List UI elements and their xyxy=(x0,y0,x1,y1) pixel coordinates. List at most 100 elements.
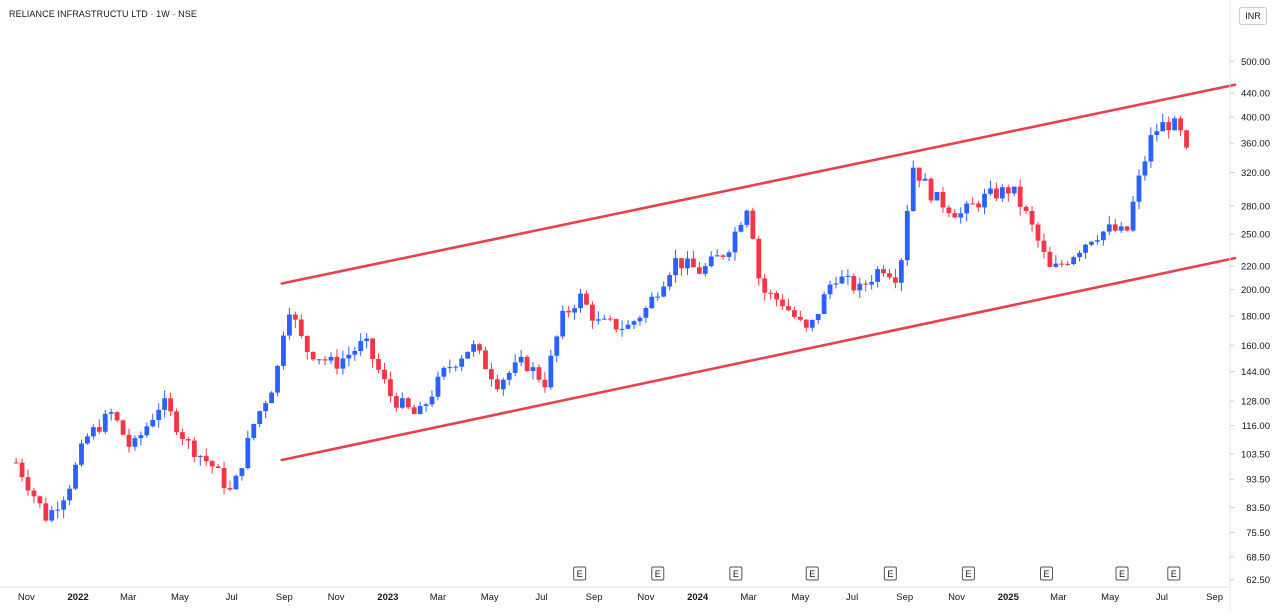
candle-body xyxy=(298,319,304,337)
earnings-marker[interactable]: E xyxy=(1115,566,1129,581)
channel-lower-line[interactable] xyxy=(280,256,1237,462)
candle-body xyxy=(61,500,67,510)
candle xyxy=(191,437,197,463)
earnings-marker[interactable]: E xyxy=(1167,566,1181,581)
candle xyxy=(952,208,958,218)
candle xyxy=(1005,184,1011,202)
candle xyxy=(833,276,839,289)
candle xyxy=(429,390,435,408)
candle xyxy=(358,333,364,356)
candle xyxy=(102,409,108,434)
candle xyxy=(245,430,251,470)
candle-body xyxy=(1053,263,1059,267)
candle-body xyxy=(863,283,869,285)
candle-body xyxy=(940,191,946,208)
earnings-badge[interactable] xyxy=(573,566,587,581)
earnings-badge[interactable] xyxy=(805,566,819,581)
earnings-label: E xyxy=(1043,569,1049,579)
earnings-badge[interactable] xyxy=(1039,566,1053,581)
candle-body xyxy=(346,354,352,359)
candle xyxy=(1166,116,1172,139)
candle-body xyxy=(708,256,714,267)
candle-body xyxy=(691,258,696,268)
candle-body xyxy=(1142,161,1148,176)
earnings-label: E xyxy=(1171,569,1177,579)
candle xyxy=(500,377,506,396)
x-tick-label: Mar xyxy=(740,592,756,603)
earnings-marker[interactable]: E xyxy=(805,566,819,581)
candle-body xyxy=(667,275,673,287)
candle-body xyxy=(833,283,839,285)
candle-body xyxy=(809,319,815,328)
earnings-marker[interactable]: E xyxy=(573,566,587,581)
candle-body xyxy=(150,419,156,427)
earnings-badge[interactable] xyxy=(1115,566,1129,581)
candle xyxy=(839,269,845,285)
earnings-marker[interactable]: E xyxy=(883,566,897,581)
candle-body xyxy=(566,310,572,313)
earnings-badge[interactable] xyxy=(729,566,743,581)
earnings-marker[interactable]: E xyxy=(961,566,975,581)
candle-body xyxy=(625,324,631,329)
price-axis[interactable]: 500.00 440.00 400.00 360.00 320.00 280.00 250.… xyxy=(1230,57,1270,586)
candle xyxy=(79,439,84,467)
candle xyxy=(554,335,560,362)
y-tick-label: 62.50 xyxy=(1246,575,1270,586)
currency-label[interactable]: INR xyxy=(1239,7,1267,25)
candle xyxy=(393,392,399,412)
candle-body xyxy=(19,462,25,478)
candle xyxy=(673,249,678,283)
candle-body xyxy=(174,411,179,433)
earnings-badge[interactable] xyxy=(1167,566,1181,581)
candle-body xyxy=(619,328,625,330)
candle-body xyxy=(964,203,970,214)
candle xyxy=(815,313,821,324)
candle xyxy=(370,337,375,368)
candle-body xyxy=(114,412,120,421)
candle xyxy=(471,340,476,357)
candle xyxy=(649,292,655,309)
time-axis[interactable]: Nov 2022 Mar May Jul Sep Nov 2023 Mar May Jul Sep No… xyxy=(18,592,1223,603)
x-tick-label: Sep xyxy=(896,592,913,603)
candle xyxy=(292,311,298,328)
candle xyxy=(239,467,245,481)
candle-body xyxy=(893,277,898,283)
candle xyxy=(1047,246,1053,268)
candle xyxy=(1112,218,1118,232)
candle-body xyxy=(25,477,31,491)
channel-upper-line[interactable] xyxy=(280,83,1237,285)
earnings-marker[interactable]: E xyxy=(729,566,743,581)
candle xyxy=(168,392,173,417)
candle xyxy=(934,191,940,201)
candle xyxy=(548,349,554,390)
earnings-badge[interactable] xyxy=(961,566,975,581)
y-tick-label: 83.50 xyxy=(1246,503,1270,514)
earnings-marker[interactable]: E xyxy=(651,566,665,581)
candle-body xyxy=(162,398,168,410)
candle xyxy=(494,374,500,392)
earnings-badge[interactable] xyxy=(883,566,897,581)
candle-body xyxy=(1184,130,1189,148)
candle-body xyxy=(423,404,429,406)
candle-body xyxy=(869,281,875,285)
x-tick-label: Jul xyxy=(1156,592,1168,603)
y-tick-label: 93.50 xyxy=(1246,475,1270,486)
candle-body xyxy=(720,255,726,257)
candle-body xyxy=(922,178,928,181)
candle xyxy=(524,354,530,373)
candle-body xyxy=(227,488,233,490)
candle xyxy=(762,273,768,301)
x-tick-label: Nov xyxy=(328,592,345,603)
earnings-badge[interactable] xyxy=(651,566,665,581)
candles-layer xyxy=(13,113,1189,523)
y-tick-label: 500.00 xyxy=(1241,57,1270,68)
candle-body xyxy=(732,231,738,253)
candle xyxy=(851,273,857,294)
candle-body xyxy=(1011,186,1017,194)
candle xyxy=(1095,235,1100,245)
candle-body xyxy=(679,258,684,269)
candle-body xyxy=(1083,244,1088,253)
earnings-marker[interactable]: E xyxy=(1039,566,1053,581)
